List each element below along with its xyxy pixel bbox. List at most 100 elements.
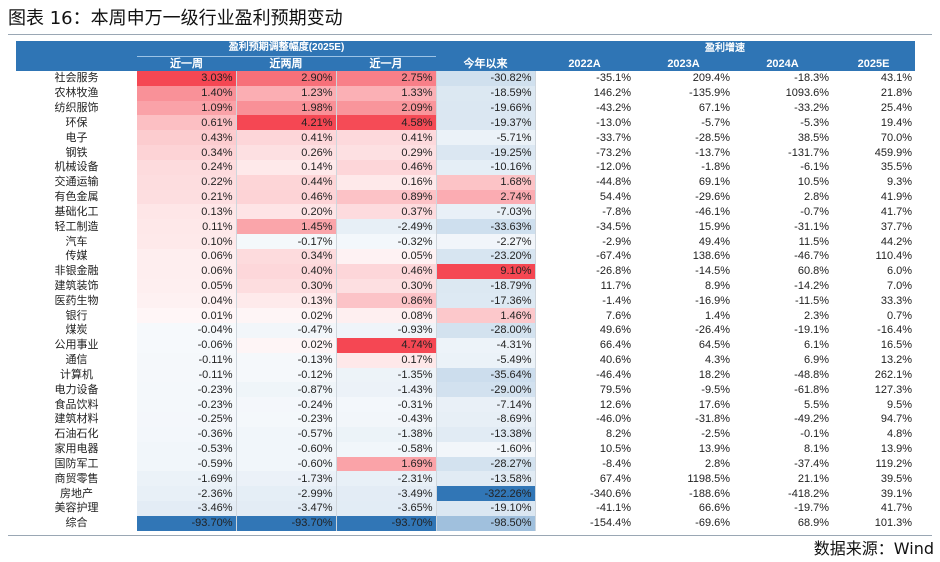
value-cell: 0.20% [236,204,337,220]
industry-name: 通信 [65,354,88,367]
value-cell: -0.36% [137,426,237,442]
industry-name: 建筑材料 [54,413,99,426]
header-spacer [436,41,536,56]
value-cell: -0.53% [137,441,237,457]
table-row: 石油石化 -0.36% -0.57% -1.38% -13.38% 8.2% -2.5% -0… [16,426,915,442]
value-cell: 0.41% [336,130,437,146]
value-cell: -0.47% [236,323,337,338]
value-cell: 12.6% [599,398,632,411]
table-row: 房地产 -2.36% -2.99% -3.49% -322.26% -340.6% -188… [16,486,915,502]
value-cell: -3.47% [236,501,337,516]
value-cell: -44.8% [596,176,632,189]
industry-name: 医药生物 [54,294,99,307]
value-cell: -93.70% [236,515,337,531]
value-cell: 5.5% [803,398,830,411]
value-cell: 1.33% [336,85,437,101]
value-cell: -1.43% [336,382,437,398]
value-cell: 6.1% [803,339,830,352]
header-column-row: 近一周 近两周 近一月 今年以来 2022A 2023A 2024A 2025E [16,56,916,71]
value-cell: -61.8% [794,383,830,396]
table-row: 计算机 -0.11% -0.12% -1.35% -35.64% -46.4% 18.2% -… [16,367,915,383]
industry-name: 公用事业 [54,339,99,352]
industry-name: 农林牧渔 [54,87,99,100]
value-cell: -188.6% [689,487,731,500]
value-cell: -0.58% [336,441,437,457]
value-cell: -8.4% [602,457,632,470]
value-cell: 49.4% [698,235,731,248]
value-cell: -93.70% [336,515,437,531]
value-cell: 9.10% [436,263,536,279]
table-row: 基础化工 0.13% 0.20% 0.37% -7.03% -7.8% -46.1% -0.7… [16,204,915,220]
value-cell: 0.40% [236,263,337,279]
value-cell: 1.68% [436,174,536,190]
industry-name: 传媒 [65,250,88,263]
value-cell: 21.8% [880,87,913,100]
value-cell: -0.11% [137,367,237,383]
value-cell: 10.5% [797,176,830,189]
value-cell: -1.35% [336,367,437,383]
value-cell: 0.61% [137,115,237,131]
value-cell: -2.36% [137,486,237,502]
value-cell: 2.09% [336,100,437,116]
value-cell: -13.38% [436,426,536,442]
value-cell: 13.9% [698,443,731,456]
industry-name: 石油石化 [54,428,99,441]
value-cell: 101.3% [874,517,913,530]
value-cell: -28.27% [436,456,536,472]
value-cell: -34.5% [596,220,632,233]
value-cell: 0.24% [137,159,237,175]
value-cell: 119.2% [875,457,913,470]
value-cell: -18.59% [436,85,536,101]
industry-name: 社会服务 [54,72,99,85]
value-cell: 138.6% [692,250,731,263]
value-cell: -28.00% [436,323,536,338]
value-cell: -31.8% [695,413,731,426]
value-cell: -0.23% [137,382,237,398]
value-cell: -33.7% [596,131,632,144]
value-cell: -1.60% [436,441,536,457]
value-cell: 19.4% [880,116,913,129]
value-cell: -43.2% [596,102,632,115]
value-cell: 127.3% [874,383,913,396]
value-cell: -5.49% [436,352,536,368]
value-cell: 39.5% [880,472,913,485]
value-cell: 2.3% [803,309,830,322]
value-cell: 8.9% [704,280,731,292]
table-row: 家用电器 -0.53% -0.60% -0.58% -1.60% 10.5% 13.9% 8.… [16,441,915,457]
value-cell: 0.30% [236,278,337,294]
value-cell: 0.13% [236,293,337,309]
table-row: 环保 0.61% 4.21% 4.58% -19.37% -13.0% -5.7% -5.3%… [16,115,915,131]
value-cell: 67.1% [698,102,731,115]
value-cell: 0.22% [137,174,237,190]
value-cell: 39.1% [880,487,913,500]
value-cell: 1.09% [137,100,237,116]
header-group-row: 盈利预期调整幅度(2025E) 盈利增速 [16,41,916,57]
value-cell: -67.4% [596,250,632,263]
value-cell: 0.01% [137,308,237,324]
value-cell: -0.24% [236,397,337,413]
source-note: 数据来源：Wind [813,539,934,558]
value-cell: 40.6% [599,354,632,367]
value-cell: -37.4% [794,457,830,470]
value-cell: 11.5% [798,235,830,248]
value-cell: 2.8% [803,191,830,204]
value-cell: 10.5% [599,443,632,456]
value-cell: 25.4% [880,102,913,115]
table-row: 综合 -93.70% -93.70% -93.70% -98.50% -154.4% -69… [16,515,915,531]
value-cell: -19.25% [436,145,536,160]
value-cell: -35.64% [436,367,536,383]
value-cell: 67.4% [599,472,632,485]
value-cell: 18.2% [698,368,731,381]
value-cell: 7.6% [605,309,632,322]
value-cell: -35.1% [596,72,632,85]
value-cell: 0.14% [236,159,337,175]
value-cell: 0.06% [137,248,237,264]
value-cell: -11.5% [794,294,830,307]
value-cell: -3.49% [336,486,437,502]
value-cell: 41.7% [880,205,913,218]
value-cell: 70.0% [880,131,913,144]
header-col-2022a: 2022A [535,56,635,71]
industry-name: 基础化工 [54,205,99,218]
value-cell: -73.2% [596,146,632,159]
value-cell: 33.3% [880,294,913,307]
